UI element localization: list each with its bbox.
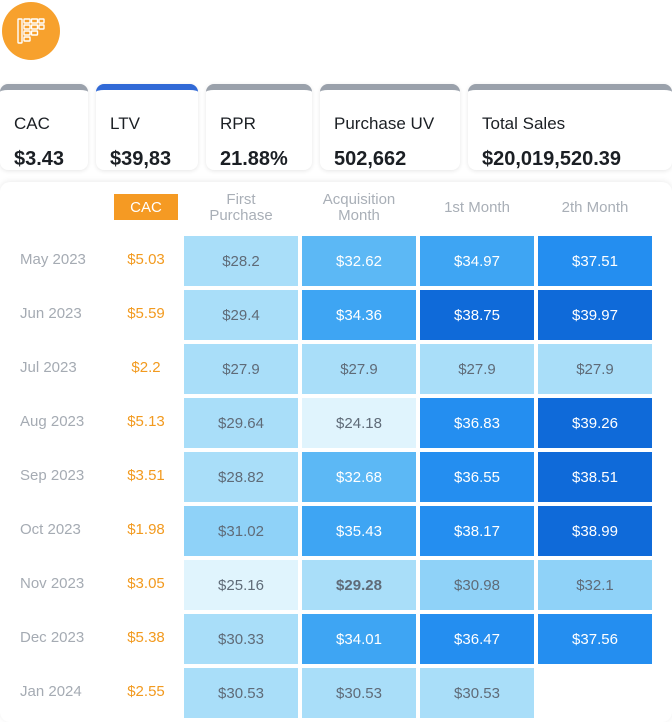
table-cell[interactable]: $27.9	[420, 344, 534, 394]
table-cell[interactable]: $30.98	[420, 560, 534, 610]
table-cell[interactable]: $30.53	[184, 668, 298, 718]
table-cell[interactable]: $34.01	[302, 614, 416, 664]
row-month-label: Aug 2023	[20, 413, 85, 430]
table-cell[interactable]: $37.56	[538, 614, 652, 664]
table-cell[interactable]: $30.53	[302, 668, 416, 718]
table-cell[interactable]: $28.82	[184, 452, 298, 502]
table-cell[interactable]: $34.36	[302, 290, 416, 340]
table-cell[interactable]: $27.9	[538, 344, 652, 394]
cac-column-header: CAC	[114, 194, 178, 220]
kpi-label: RPR	[220, 114, 256, 133]
table-cell[interactable]: $38.51	[538, 452, 652, 502]
column-header-2: 1st Month	[444, 199, 510, 216]
table-cell[interactable]: $32.68	[302, 452, 416, 502]
table-cell[interactable]: $30.33	[184, 614, 298, 664]
kpi-value: 21.88%	[220, 148, 288, 170]
table-cell[interactable]: $39.97	[538, 290, 652, 340]
row-cac-value: $5.59	[127, 305, 165, 322]
kpi-card-rpr[interactable]: RPR 21.88%	[206, 84, 312, 170]
kpi-card-cac[interactable]: CAC $3.43	[0, 84, 88, 170]
table-cell[interactable]: $38.17	[420, 506, 534, 556]
row-cac-value: $5.38	[127, 629, 165, 646]
row-cac-value: $2.2	[131, 359, 161, 376]
kpi-value: $39,83	[110, 148, 172, 170]
table-cell[interactable]: $32.1	[538, 560, 652, 610]
table-cell[interactable]: $36.47	[420, 614, 534, 664]
table-cell[interactable]: $24.18	[302, 398, 416, 448]
kpi-label: LTV	[110, 114, 140, 133]
column-header-3: 2th Month	[561, 199, 629, 216]
table-cell[interactable]: $36.83	[420, 398, 534, 448]
app-logo	[2, 2, 60, 60]
column-header-0: First Purchase	[209, 191, 273, 224]
row-month-label: Jul 2023	[20, 359, 77, 376]
row-month-label: Oct 2023	[20, 521, 81, 538]
kpi-value: 502,662	[334, 148, 407, 170]
kpi-value: $3.43	[14, 148, 65, 170]
row-month-label: May 2023	[20, 251, 86, 268]
table-cell[interactable]: $28.2	[184, 236, 298, 286]
table-cell[interactable]: $35.43	[302, 506, 416, 556]
table-cell[interactable]: $29.64	[184, 398, 298, 448]
table-grid-icon	[17, 18, 45, 44]
row-cac-value: $1.98	[127, 521, 165, 538]
table-cell[interactable]: $38.99	[538, 506, 652, 556]
kpi-row: CAC $3.43 LTV $39,83 RPR 21.88% Purchase UV 502…	[0, 84, 672, 170]
kpi-label: Total Sales	[482, 114, 566, 133]
kpi-card-ltv[interactable]: LTV $39,83	[96, 84, 198, 170]
row-month-label: Sep 2023	[20, 467, 85, 484]
row-cac-value: $2.55	[127, 683, 165, 700]
kpi-value: $20,019,520.39	[482, 148, 622, 170]
table-cell[interactable]: $39.26	[538, 398, 652, 448]
table-cell[interactable]: $38.75	[420, 290, 534, 340]
table-cell[interactable]: $36.55	[420, 452, 534, 502]
kpi-card-purchase-uv[interactable]: Purchase UV 502,662	[320, 84, 460, 170]
table-cell[interactable]: $31.02	[184, 506, 298, 556]
table-cell[interactable]: $37.51	[538, 236, 652, 286]
row-month-label: Nov 2023	[20, 575, 85, 592]
row-month-label: Jan 2024	[20, 683, 82, 700]
row-month-label: Dec 2023	[20, 629, 85, 646]
kpi-label: CAC	[14, 114, 50, 133]
table-cell[interactable]: $30.53	[420, 668, 534, 718]
column-header-1: Acquisition Month	[322, 191, 396, 224]
row-cac-value: $5.13	[127, 413, 165, 430]
row-month-label: Jun 2023	[20, 305, 82, 322]
table-cell[interactable]: $29.28	[302, 560, 416, 610]
kpi-label: Purchase UV	[334, 114, 435, 133]
table-cell[interactable]: $25.16	[184, 560, 298, 610]
row-cac-value: $3.51	[127, 467, 165, 484]
table-cell[interactable]: $27.9	[302, 344, 416, 394]
table-cell[interactable]: $32.62	[302, 236, 416, 286]
table-cell[interactable]: $29.4	[184, 290, 298, 340]
row-cac-value: $3.05	[127, 575, 165, 592]
table-cell[interactable]: $27.9	[184, 344, 298, 394]
kpi-card-total-sales[interactable]: Total Sales $20,019,520.39	[468, 84, 672, 170]
table-cell[interactable]: $34.97	[420, 236, 534, 286]
row-cac-value: $5.03	[127, 251, 165, 268]
